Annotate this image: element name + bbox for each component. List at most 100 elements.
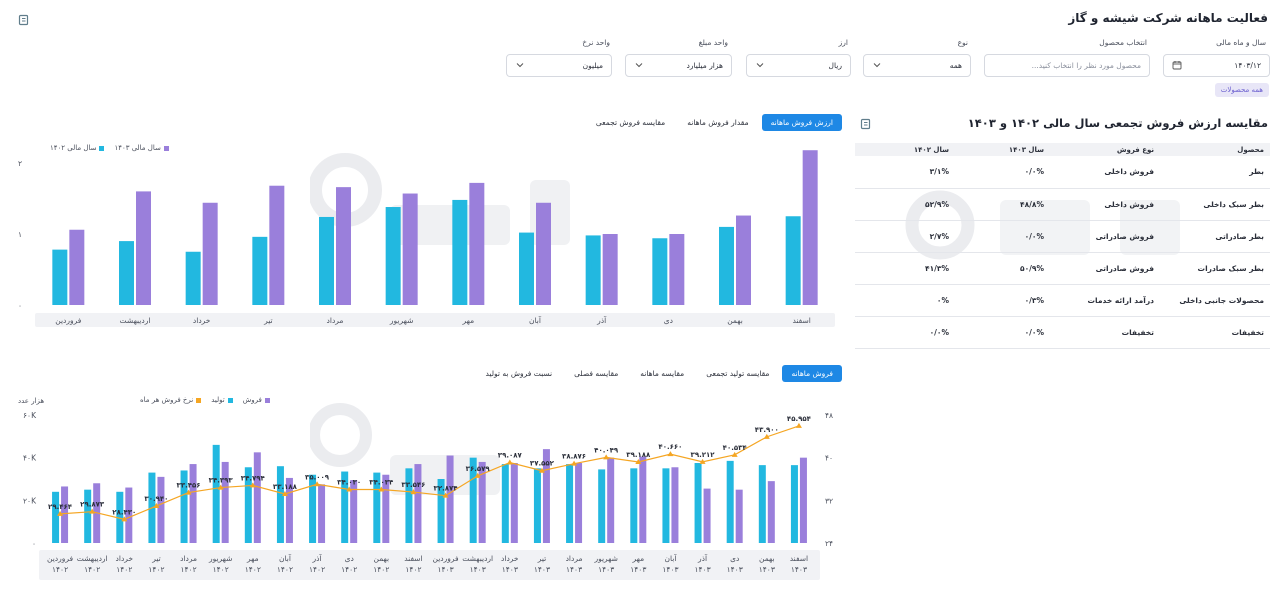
table-cell: درآمد ارائه خدمات [1050, 284, 1160, 317]
square-icon[interactable] [18, 14, 30, 26]
y-right-tick-label: ۴۰ [825, 454, 833, 463]
rate-label: ۳۵.۰۰۹ [305, 473, 330, 481]
bar-1403 [536, 202, 551, 305]
table-cell-value: ۰/۰% [955, 316, 1050, 349]
bar-sales [703, 488, 711, 543]
y-tick-label: ۱ [18, 230, 22, 239]
rate-label: ۳۶.۵۷۹ [466, 465, 491, 473]
table-cell: بطر سبک داخلی [1160, 188, 1270, 221]
bar-1403 [402, 193, 418, 305]
x-tick-label: آبان [664, 553, 677, 563]
rate-point [474, 472, 481, 478]
legend-item-sales: فروش [243, 396, 270, 404]
table-cell: فروش صادراتی [1050, 220, 1160, 253]
rate-point [442, 492, 449, 498]
x-tick-label: اسفند [790, 554, 808, 563]
table-row: بطر فروش داخلی ۰/۰% ۳/۱% [855, 156, 1270, 189]
x-tick-label: ۱۴۰۲ [245, 565, 261, 574]
y-right-tick-label: ۳۲ [825, 496, 833, 505]
x-tick-label: ۱۴۰۳ [727, 565, 743, 574]
chevron-down-icon [515, 60, 525, 72]
bar-sales [446, 455, 454, 543]
column-header[interactable]: سال ۱۴۰۲ [855, 143, 955, 156]
bar-sales [575, 463, 583, 543]
top-tabs: ارزش فروش ماهانه مقدار فروش ماهانه مقایس… [587, 114, 842, 131]
x-tick-label: ۱۴۰۲ [373, 565, 389, 574]
bar-1403 [669, 234, 685, 305]
comparison-title: مقایسه ارزش فروش تجمعی سال مالی ۱۴۰۲ و ۱… [967, 116, 1268, 130]
tab-monthly-sales-value[interactable]: ارزش فروش ماهانه [761, 114, 842, 131]
currency-select[interactable]: ریال [746, 54, 851, 77]
x-tick-label: ۱۴۰۲ [116, 565, 132, 574]
all-products-chip[interactable]: همه محصولات [1214, 83, 1269, 97]
rate-label: ۳۲.۸۷۴ [434, 485, 459, 493]
monthly-sales-chart: ۰ ۲۰K ۴۰K ۶۰K ۲۴ ۳۲ ۴۰ ۴۸ اسفند ۱۴۰۳ بهمن ۱۴۰۳ دی ۱۴۰… [23, 411, 833, 580]
table-cell: بطر [1160, 156, 1270, 189]
x-tick-label: فروردین [47, 554, 74, 563]
bottom-tabs: فروش ماهانه مقایسه تولید تجمعی مقایسه ما… [477, 365, 842, 382]
bar-sales [542, 449, 550, 543]
x-tick-label: مهر [246, 554, 259, 563]
tab-monthly-sales[interactable]: فروش ماهانه [782, 365, 842, 382]
x-tick-label: ۱۴۰۳ [695, 565, 711, 574]
rate-unit-select[interactable]: میلیون [506, 54, 612, 77]
tab-cumulative-sales-comparison[interactable]: مقایسه فروش تجمعی [595, 118, 666, 127]
tab-monthly-sales-quantity[interactable]: مقدار فروش ماهانه [687, 118, 749, 127]
type-select[interactable]: همه [863, 54, 971, 77]
rate-label: ۴۰.۵۳۴ [723, 444, 748, 452]
x-tick-label: خرداد [501, 554, 519, 563]
x-tick-label: ۱۴۰۳ [598, 565, 614, 574]
currency-value: ریال [828, 61, 842, 70]
column-header[interactable]: محصول [1160, 143, 1270, 156]
column-header[interactable]: سال ۱۴۰۳ [955, 143, 1050, 156]
bar-sales [382, 474, 390, 543]
x-tick-label: ۱۴۰۲ [213, 565, 229, 574]
table-row: بطر سبک داخلی فروش داخلی ۴۸/۸% ۵۲/۹% [855, 188, 1270, 221]
rate-point [731, 451, 738, 457]
x-tick-label: ۱۴۰۲ [84, 565, 100, 574]
x-tick-label: اردیبهشت [120, 316, 151, 325]
comparison-table: محصول نوع فروش سال ۱۴۰۳ سال ۱۴۰۲ بطر فروش… [855, 143, 1270, 349]
tab-sales-production-ratio[interactable]: نسبت فروش به تولید [485, 369, 553, 378]
bar-production [373, 472, 381, 543]
product-select[interactable]: محصول مورد نظر را انتخاب کنید... [984, 54, 1150, 77]
y-tick-label: ۰ [18, 301, 22, 310]
bar-production [598, 469, 606, 543]
x-tick-label: آذر [596, 315, 607, 325]
bar-production [566, 464, 574, 543]
x-tick-label: ۱۴۰۲ [405, 565, 421, 574]
x-tick-label: تیر [537, 554, 547, 563]
bar-production [276, 466, 284, 543]
x-tick-label: ۱۴۰۲ [309, 565, 325, 574]
amount-unit-value: هزار میلیارد [686, 61, 723, 70]
period-field[interactable]: ۱۴۰۳/۱۲ [1163, 54, 1270, 77]
bar-1402 [652, 238, 668, 305]
x-tick-label: خرداد [193, 316, 211, 325]
period-value: ۱۴۰۳/۱۲ [1234, 61, 1261, 70]
bar-sales [510, 463, 518, 543]
tab-cumulative-production[interactable]: مقایسه تولید تجمعی [706, 369, 770, 378]
bar-production [244, 467, 252, 543]
tab-seasonal-comparison[interactable]: مقایسه فصلی [574, 369, 619, 378]
rate-label: ۲۸.۴۳۰ [112, 508, 136, 516]
tab-monthly-comparison[interactable]: مقایسه ماهانه [640, 369, 685, 378]
x-tick-label: ۱۴۰۳ [502, 565, 518, 574]
square-icon[interactable] [860, 118, 872, 130]
rate-point [795, 422, 802, 428]
chevron-down-icon [755, 60, 765, 72]
bar-sales [639, 456, 647, 543]
bottom-chart-legend: فروش تولید نرخ فروش هر ماه [140, 396, 270, 404]
bar-production [84, 489, 92, 543]
x-tick-label: شهریور [389, 316, 413, 325]
rate-line [60, 425, 800, 521]
table-cell-value: ۰/۳% [955, 284, 1050, 317]
column-header[interactable]: نوع فروش [1050, 143, 1160, 156]
bar-sales [767, 481, 775, 543]
table-cell: تخفیفات [1160, 316, 1270, 349]
bar-sales [414, 464, 422, 543]
bar-1402 [719, 226, 734, 305]
bar-sales [157, 476, 165, 543]
amount-unit-select[interactable]: هزار میلیارد [625, 54, 732, 77]
x-tick-label: تیر [263, 316, 273, 325]
rate-point [635, 458, 642, 464]
